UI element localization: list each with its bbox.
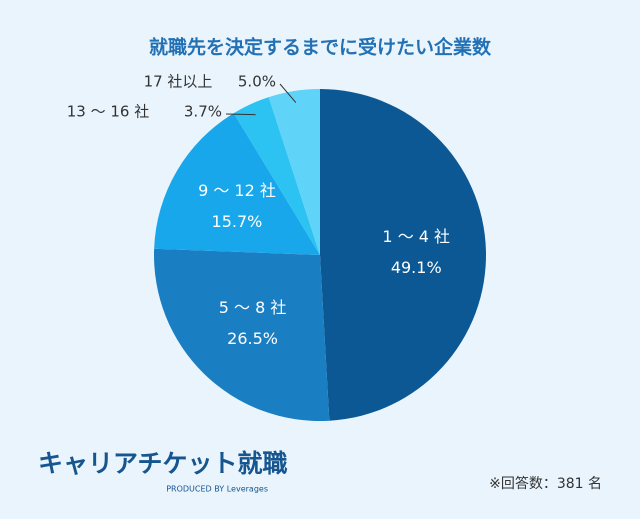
slice-label: 13 ～ 16 社 bbox=[67, 103, 149, 121]
slice-label: 9 ～ 12 社 bbox=[198, 181, 276, 200]
value-label: 3.7% bbox=[184, 103, 222, 121]
chart-title: 就職先を決定するまでに受けたい企業数 bbox=[149, 36, 492, 59]
logo: キャリアチケット就職 bbox=[38, 449, 288, 478]
leader-line bbox=[279, 83, 297, 103]
logo-sub: PRODUCED BY Leverages bbox=[166, 485, 268, 494]
value-label: 26.5% bbox=[227, 329, 278, 348]
slice-label: 1 ～ 4 社 bbox=[382, 227, 450, 246]
leader-line bbox=[225, 113, 256, 116]
value-label: 5.0% bbox=[238, 73, 276, 91]
pie-slice bbox=[268, 89, 320, 255]
pie-slice bbox=[233, 97, 320, 255]
value-label: 15.7% bbox=[212, 212, 263, 231]
pie-slice bbox=[320, 89, 486, 421]
slice-label: 5 ～ 8 社 bbox=[219, 298, 287, 317]
value-label: 49.1% bbox=[391, 258, 442, 277]
slice-label: 17 社以上 bbox=[144, 73, 213, 91]
pie-slice bbox=[153, 248, 330, 421]
pie-slice bbox=[154, 113, 320, 256]
note: ※回答数：381 名 bbox=[489, 475, 602, 492]
